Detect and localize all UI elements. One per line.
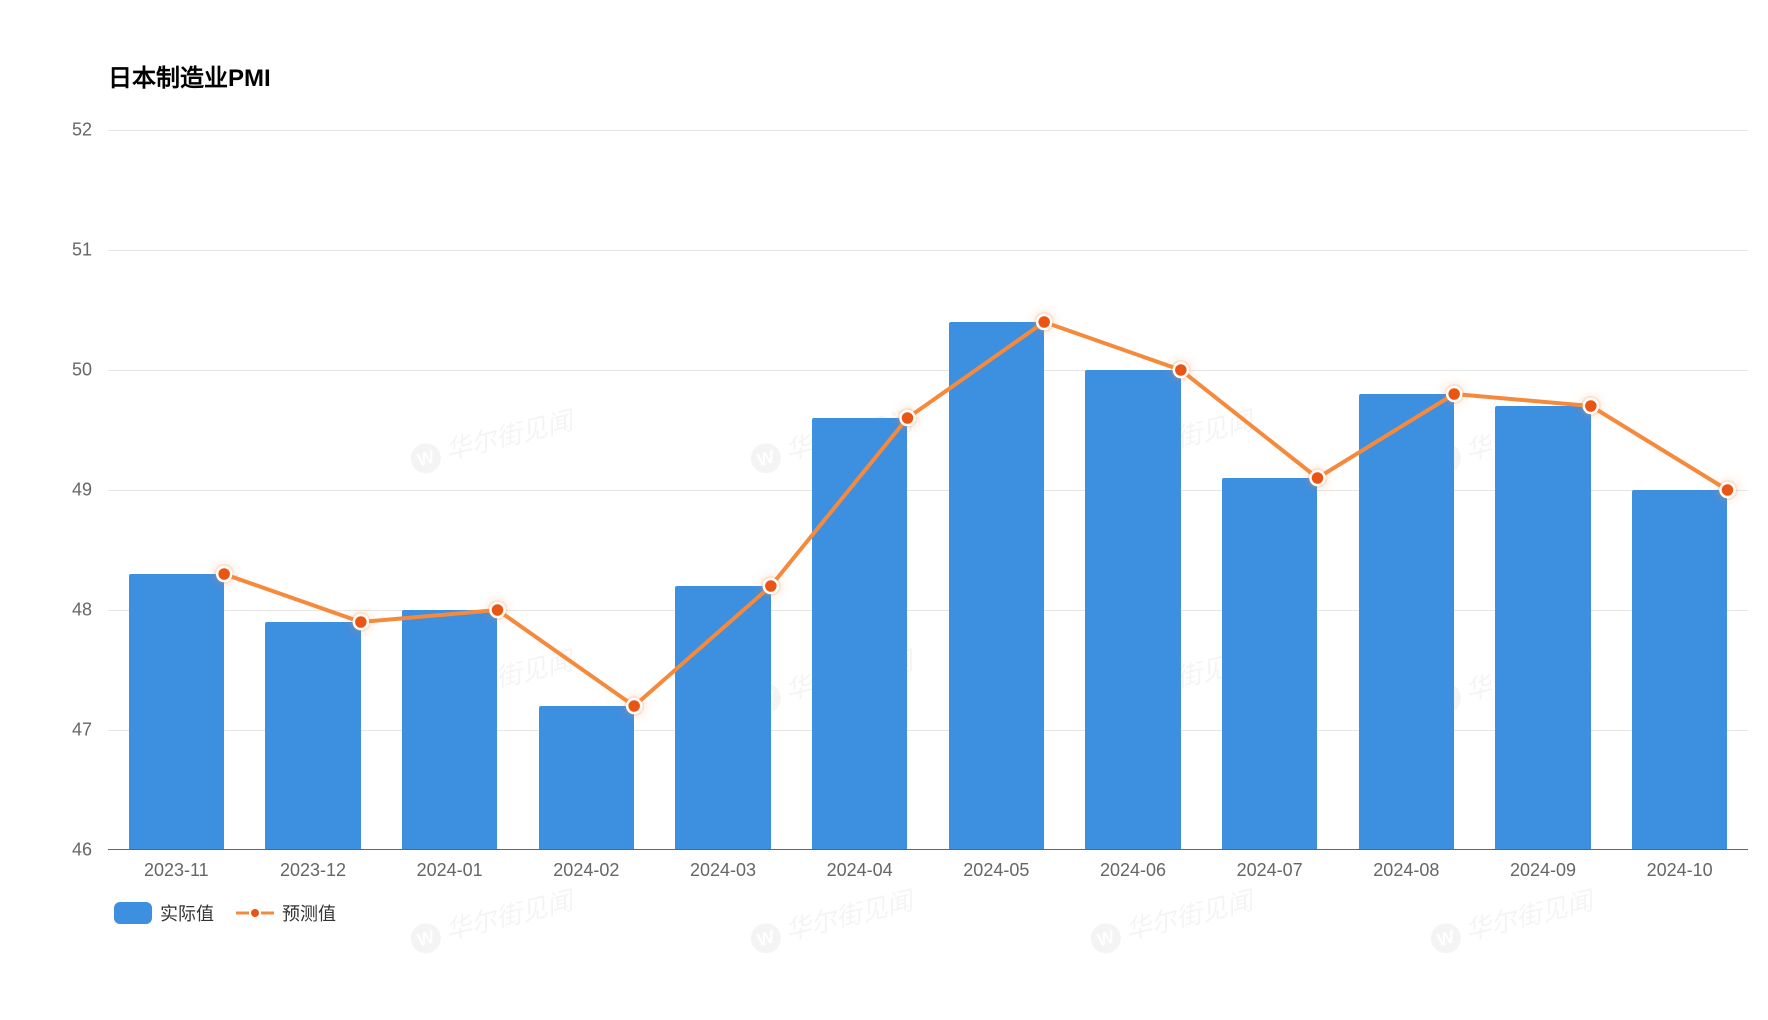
y-tick-label: 52 bbox=[72, 120, 92, 141]
x-tick-label: 2024-10 bbox=[1647, 860, 1713, 881]
watermark: W华尔街见闻 bbox=[1426, 880, 1596, 956]
x-tick-label: 2023-11 bbox=[144, 860, 209, 881]
y-tick-label: 47 bbox=[72, 720, 92, 741]
bar[interactable] bbox=[675, 586, 771, 850]
x-tick-label: 2024-02 bbox=[553, 860, 619, 881]
plot-area: W华尔街见闻W华尔街见闻W华尔街见闻W华尔街见闻W华尔街见闻W华尔街见闻W华尔街… bbox=[108, 130, 1748, 850]
bar[interactable] bbox=[265, 622, 361, 850]
x-tick-label: 2024-04 bbox=[827, 860, 893, 881]
y-tick-label: 49 bbox=[72, 480, 92, 501]
x-tick-label: 2023-12 bbox=[280, 860, 346, 881]
bar[interactable] bbox=[1359, 394, 1455, 850]
y-axis: 46474849505152 bbox=[0, 130, 108, 850]
bar[interactable] bbox=[1222, 478, 1318, 850]
y-tick-label: 51 bbox=[72, 240, 92, 261]
y-tick-label: 50 bbox=[72, 360, 92, 381]
bar[interactable] bbox=[129, 574, 225, 850]
legend-item-line[interactable]: 预测值 bbox=[236, 900, 336, 926]
bar[interactable] bbox=[1085, 370, 1181, 850]
chart-container: 日本制造业PMI 46474849505152 W华尔街见闻W华尔街见闻W华尔街… bbox=[0, 0, 1768, 1020]
y-tick-label: 46 bbox=[72, 840, 92, 861]
bars-group bbox=[108, 130, 1748, 850]
legend-line-swatch bbox=[236, 902, 274, 924]
bar[interactable] bbox=[812, 418, 908, 850]
watermark: W华尔街见闻 bbox=[1086, 880, 1256, 956]
bar[interactable] bbox=[539, 706, 635, 850]
chart-title: 日本制造业PMI bbox=[108, 58, 271, 93]
x-axis-labels: 2023-11 2023-12 2024-01 2024-02 2024-03 2024-… bbox=[108, 860, 1748, 890]
x-axis-line bbox=[108, 849, 1748, 850]
x-tick-label: 2024-03 bbox=[690, 860, 756, 881]
bar[interactable] bbox=[1495, 406, 1591, 850]
watermark: W华尔街见闻 bbox=[746, 880, 916, 956]
bar[interactable] bbox=[949, 322, 1045, 850]
watermark: W华尔街见闻 bbox=[406, 880, 576, 956]
x-tick-label: 2024-05 bbox=[963, 860, 1029, 881]
x-tick-label: 2024-09 bbox=[1510, 860, 1576, 881]
bar[interactable] bbox=[402, 610, 498, 850]
x-tick-label: 2024-07 bbox=[1237, 860, 1303, 881]
legend-item-bar[interactable]: 实际值 bbox=[114, 900, 214, 926]
x-tick-label: 2024-06 bbox=[1100, 860, 1166, 881]
legend: 实际值 预测值 bbox=[114, 900, 336, 926]
x-tick-label: 2024-08 bbox=[1373, 860, 1439, 881]
legend-line-label: 预测值 bbox=[282, 900, 336, 926]
bar[interactable] bbox=[1632, 490, 1728, 850]
legend-bar-label: 实际值 bbox=[160, 900, 214, 926]
y-tick-label: 48 bbox=[72, 600, 92, 621]
legend-bar-swatch bbox=[114, 902, 152, 924]
x-tick-label: 2024-01 bbox=[417, 860, 483, 881]
